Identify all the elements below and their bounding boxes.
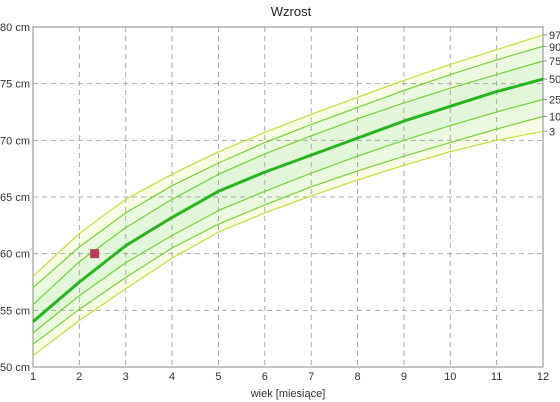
x-axis-title: wiek [miesiące] bbox=[250, 388, 326, 400]
percentile-label: 25 bbox=[549, 95, 560, 107]
x-tick-label: 10 bbox=[444, 371, 456, 383]
x-tick-label: 3 bbox=[123, 371, 129, 383]
band-90-75 bbox=[33, 46, 543, 305]
band-25-10 bbox=[33, 99, 543, 345]
band-97-90 bbox=[33, 34, 543, 288]
y-tick-label: 70 cm bbox=[0, 135, 30, 147]
percentile-line-97 bbox=[32, 34, 544, 277]
chart-title: Wzrost bbox=[271, 4, 312, 19]
percentile-label: 97 bbox=[549, 30, 560, 42]
percentile-label-tick bbox=[542, 45, 548, 48]
x-tick-label: 6 bbox=[262, 371, 268, 383]
y-tick-label: 80 cm bbox=[0, 22, 30, 34]
x-tick-label: 7 bbox=[308, 371, 314, 383]
percentile-line-10 bbox=[32, 115, 544, 345]
y-tick-label: 75 cm bbox=[0, 79, 30, 91]
band-75-50 bbox=[33, 61, 543, 322]
x-tick-label: 8 bbox=[354, 371, 360, 383]
percentile-line-90 bbox=[32, 45, 544, 289]
percentile-label: 50 bbox=[549, 74, 560, 86]
y-tick-labels: 50 cm 55 cm 60 cm 65 cm 70 cm 75 cm 80 cm bbox=[0, 22, 30, 374]
y-tick-label: 60 cm bbox=[0, 249, 30, 261]
x-tick-label: 2 bbox=[76, 371, 82, 383]
x-tick-label: 1 bbox=[30, 371, 36, 383]
band-50-25 bbox=[33, 79, 543, 333]
chart-frame bbox=[32, 26, 544, 368]
x-tick-label: 11 bbox=[491, 371, 502, 383]
measurement-point[interactable] bbox=[90, 249, 100, 259]
percentile-label: 75 bbox=[549, 56, 560, 68]
percentile-line-3 bbox=[32, 130, 544, 357]
percentile-lines bbox=[32, 34, 544, 357]
measurement-points bbox=[90, 249, 100, 259]
x-tick-label: 5 bbox=[215, 371, 221, 383]
x-tick-label: 12 bbox=[537, 371, 549, 383]
y-tick-label: 50 cm bbox=[0, 362, 30, 374]
y-tick-label: 65 cm bbox=[0, 192, 30, 204]
percentile-label: 90 bbox=[549, 42, 560, 54]
x-tick-labels: 1 2 3 4 5 6 7 8 9 10 11 12 bbox=[30, 371, 549, 383]
y-tick-label: 55 cm bbox=[0, 305, 30, 317]
x-tick-label: 4 bbox=[169, 371, 175, 383]
plot-area-border bbox=[32, 26, 544, 368]
percentile-line-75 bbox=[32, 60, 544, 306]
percentile-label: 3 bbox=[549, 126, 555, 138]
percentile-line-50 bbox=[32, 77, 544, 323]
x-tick-label: 9 bbox=[401, 371, 407, 383]
percentile-label: 10 bbox=[549, 112, 560, 124]
percentile-line-25 bbox=[32, 98, 544, 334]
